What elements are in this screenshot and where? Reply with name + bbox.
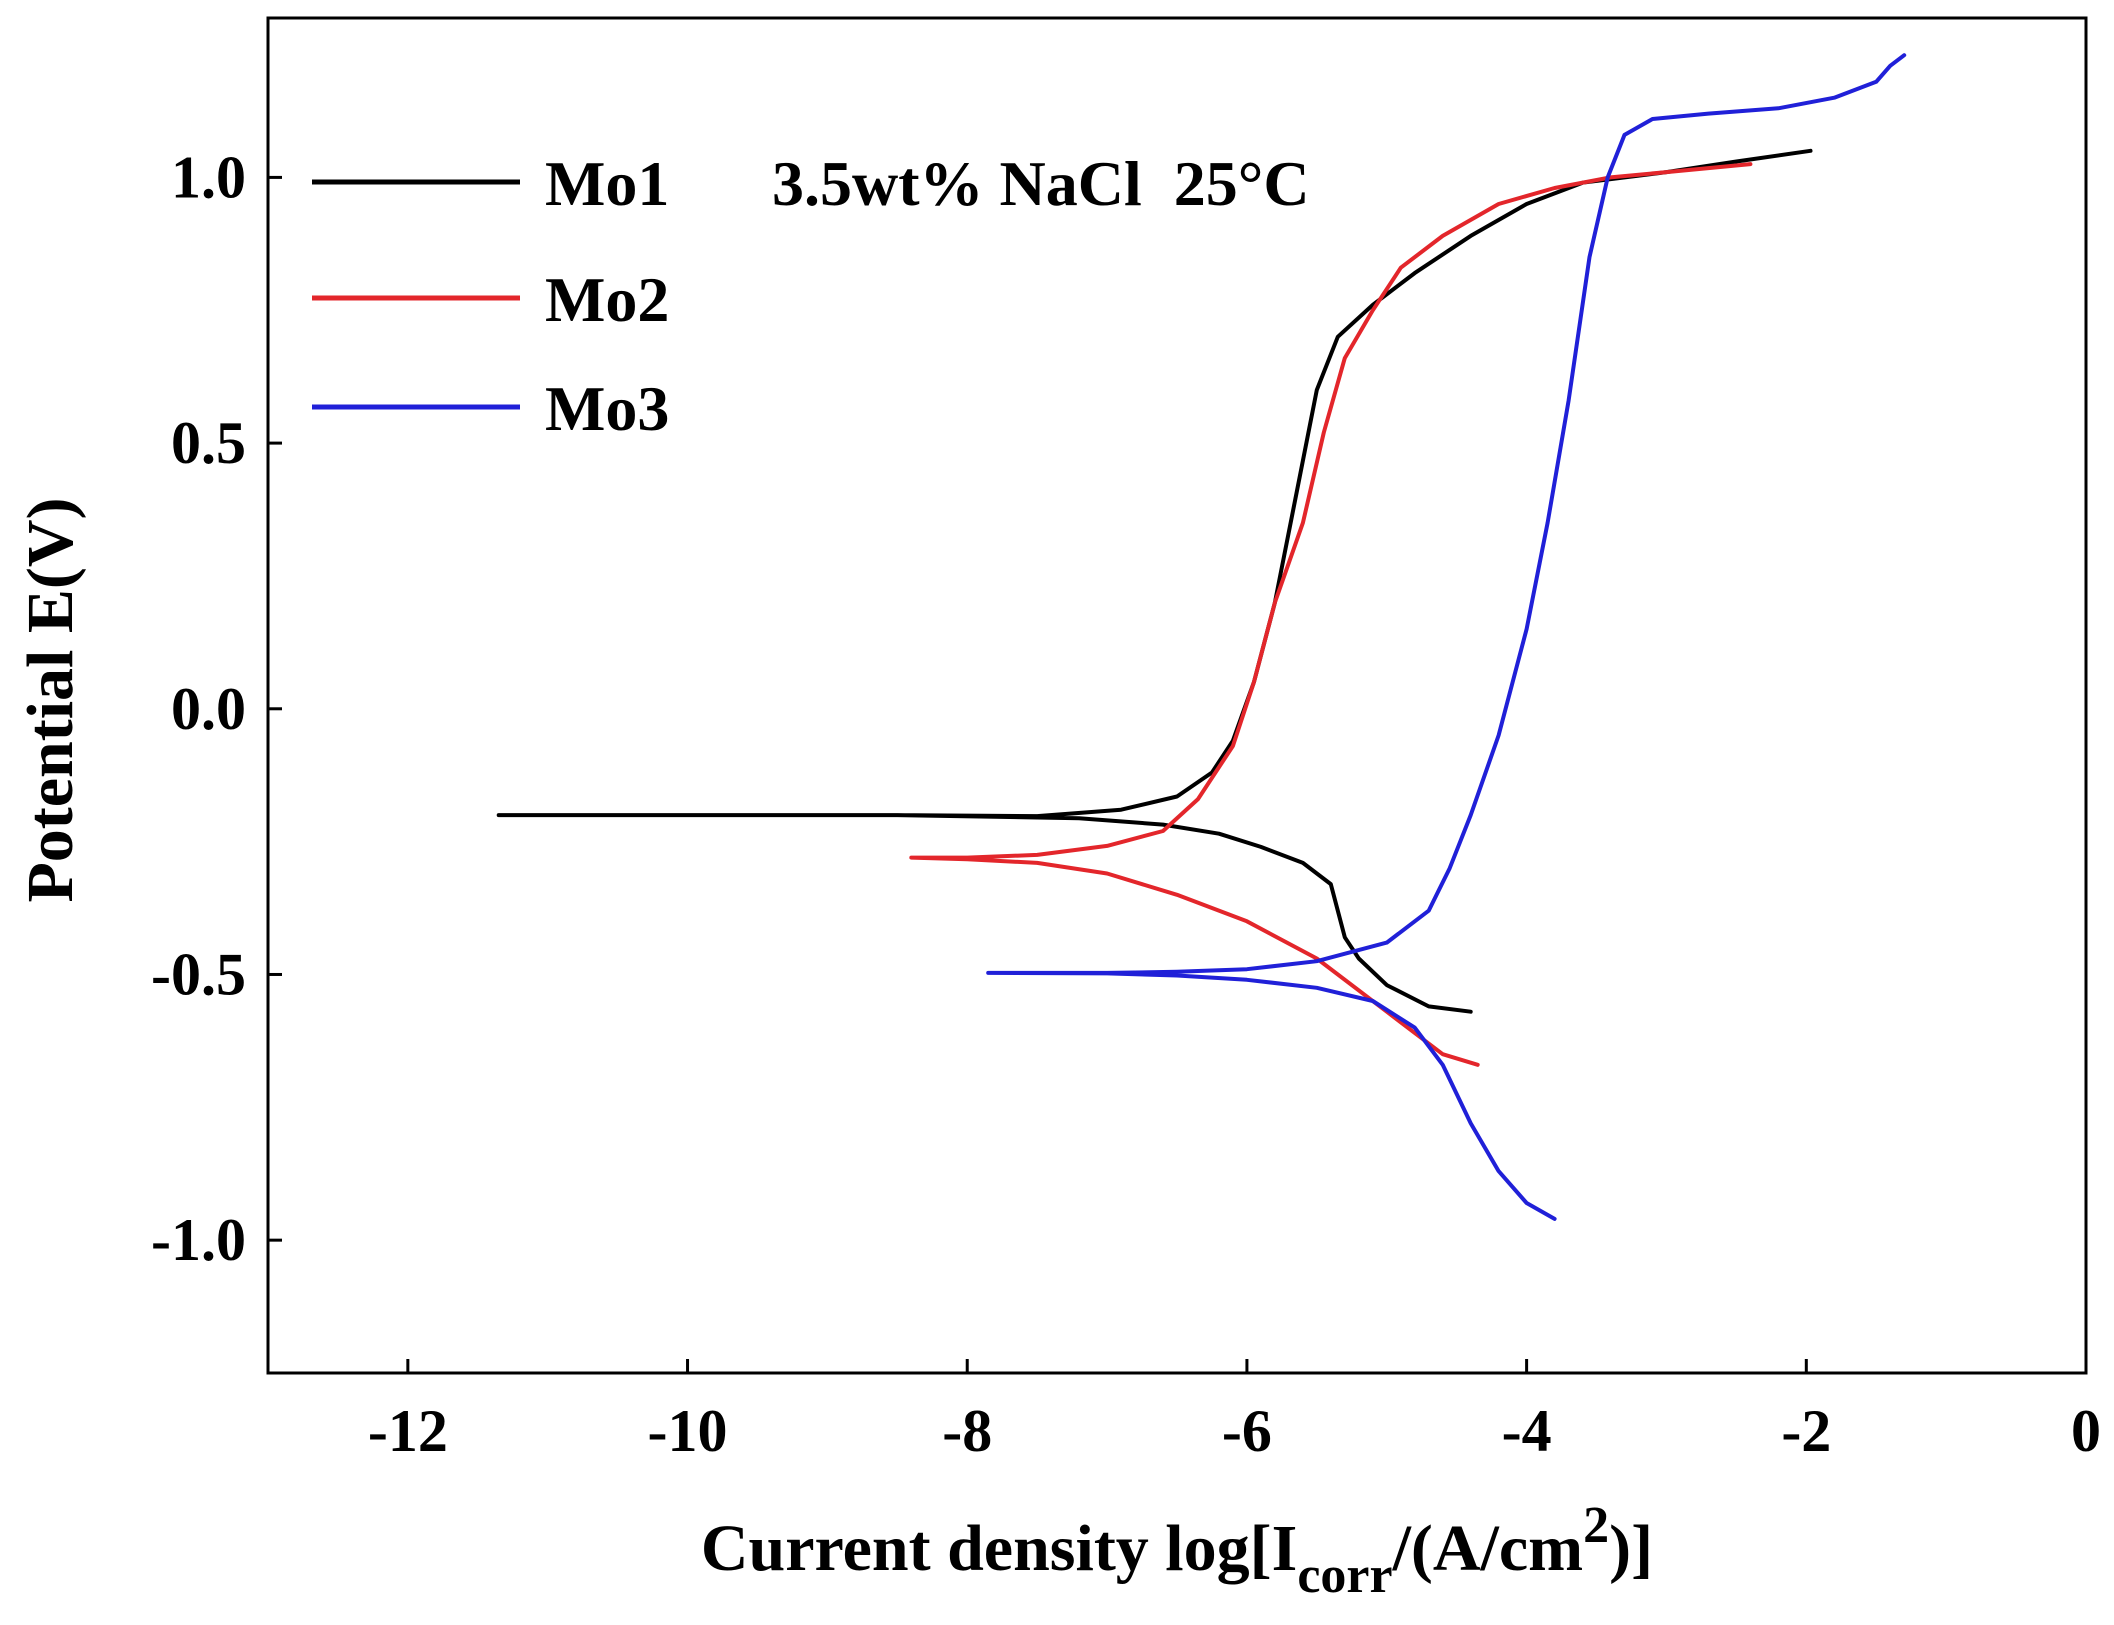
legend-label-mo2: Mo2: [545, 264, 669, 335]
series-line-mo2: [909, 162, 1753, 1067]
plot-frame: [266, 16, 2088, 1375]
x-tick-label: -2: [1781, 1398, 1831, 1464]
y-tick-label: 1.0: [171, 144, 246, 210]
x-axis-title-mid: /(A/cm: [1392, 1512, 1584, 1585]
x-axis-title: Current density log[Icorr/(A/cm2)]: [701, 1497, 1653, 1604]
y-tick-label: 0.0: [171, 676, 246, 742]
x-axis-title-sup: 2: [1583, 1497, 1609, 1554]
x-tick-label: -10: [648, 1398, 728, 1464]
x-axis-title-end: )]: [1609, 1512, 1653, 1585]
x-axis-ticks: -12 -10 -8 -6 -4 -2 0: [368, 1359, 2101, 1464]
x-tick-label: -8: [942, 1398, 992, 1464]
legend: Mo1 Mo2 Mo3: [312, 148, 669, 444]
x-axis-title-main: Current density log[I: [701, 1512, 1297, 1585]
x-axis-title-sub: corr: [1297, 1547, 1392, 1604]
y-tick-label: -0.5: [151, 941, 246, 1007]
series-line-mo1: [496, 148, 1813, 1014]
x-tick-label: -4: [1502, 1398, 1552, 1464]
legend-label-mo3: Mo3: [545, 373, 669, 444]
series-layer: [496, 53, 1907, 1221]
x-tick-label: -6: [1222, 1398, 1272, 1464]
series-line-mo3: [986, 53, 1907, 1221]
y-tick-label: -1.0: [151, 1207, 246, 1273]
legend-label-mo1: Mo1: [545, 148, 669, 219]
condition-annotation: 3.5wt% NaCl 25°C: [772, 148, 1310, 219]
x-tick-label: -12: [368, 1398, 448, 1464]
y-axis-title: Potential E(V): [14, 497, 87, 902]
y-tick-label: 0.5: [171, 410, 246, 476]
y-axis-ticks: -1.0 -0.5 0.0 0.5 1.0: [151, 144, 282, 1273]
x-tick-label: 0: [2071, 1398, 2101, 1464]
